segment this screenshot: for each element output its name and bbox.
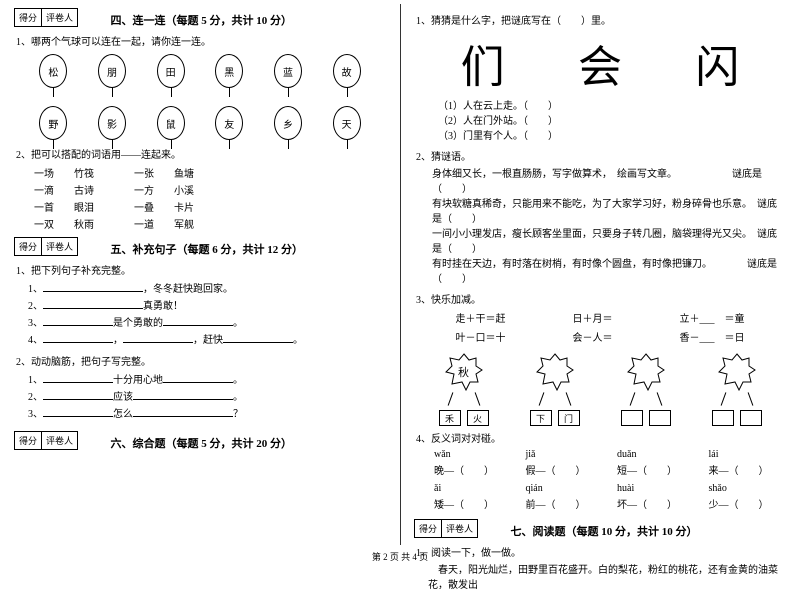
balloon: 乡 <box>274 106 302 140</box>
column-separator <box>400 4 401 545</box>
connector-lines <box>434 392 494 406</box>
balloon: 松 <box>39 54 67 88</box>
section-7-title: 七、阅读题（每题 10 分，共计 10 分） <box>511 519 698 539</box>
left-column: 得分 评卷人 四、连一连（每题 5 分，共计 10 分） 1、哪两个气球可以连在… <box>0 0 400 545</box>
connector-lines <box>616 392 676 406</box>
right-column: 1、猜猜是什么字，把谜底写在（ ）里。 们 会 闪 （1）人在云上走。（ ） （… <box>400 0 800 545</box>
riddle-options: （1）人在云上走。（ ） （2）人在门外站。（ ） （3）门里有个人。（ ） <box>438 99 786 144</box>
score-box: 得分 评卷人 <box>14 431 78 450</box>
flower-shape <box>626 352 666 392</box>
balloon: 故 <box>333 54 361 88</box>
connector-lines <box>525 392 585 406</box>
balloon: 天 <box>333 106 361 140</box>
math-row-1: 走＋干＝赶 日＋月＝ 立＋___ ＝童 <box>422 310 778 325</box>
flower-shape: 秋 <box>444 352 484 392</box>
math-row-2: 叶－口＝十 会－人＝ 香－___ ＝日 <box>422 329 778 344</box>
section-6-title: 六、综合题（每题 5 分，共计 20 分） <box>111 431 293 451</box>
fill-lines-2: 1、十分用心地。 2、应该。 3、怎么？ <box>28 372 386 423</box>
balloon: 田 <box>157 54 185 88</box>
q6-3: 3、快乐加减。 <box>416 291 786 306</box>
balloon: 影 <box>98 106 126 140</box>
q6-4: 4、反义词对对碰。 <box>416 430 786 445</box>
q4-1: 1、哪两个气球可以连在一起，请你连一连。 <box>16 33 386 48</box>
balloons-row-2: 野 影 鼠 友 乡 天 <box>24 106 376 140</box>
riddle-lines: 身体细又长，一根直肠肠，写字做算术， 绘画写文章。 谜底是（ ） 有块软糖真稀奇… <box>432 167 786 287</box>
score-label: 得分 <box>15 9 42 26</box>
fill-lines-1: 1、，冬冬赶快跑回家。 2、真勇敢！ 3、是个勇敢的。 4、，，赶快。 <box>28 281 386 349</box>
diagram-unit <box>601 352 691 426</box>
balloons-row-1: 松 朋 田 黑 蓝 故 <box>24 54 376 88</box>
antonym-pinyin-row: ǎi qián huài shǎo <box>434 483 786 494</box>
antonym-char-row: 晚—（ ） 假—（ ） 短—（ ） 来—（ ） <box>434 462 786 477</box>
section-4-header: 得分 评卷人 四、连一连（每题 5 分，共计 10 分） <box>14 8 386 29</box>
score-box: 得分 评卷人 <box>14 8 78 27</box>
q6-2: 2、猜谜语。 <box>416 148 786 163</box>
q5-2: 2、动动脑筋，把句子写完整。 <box>16 353 386 368</box>
antonym-char-row: 矮—（ ） 前—（ ） 坏—（ ） 少—（ ） <box>434 496 786 511</box>
diagram-unit: 秋 禾火 <box>419 352 509 426</box>
balloon: 黑 <box>215 54 243 88</box>
section-4-title: 四、连一连（每题 5 分，共计 10 分） <box>111 8 293 28</box>
section-5-header: 得分 评卷人 五、补充句子（每题 6 分，共计 12 分） <box>14 237 386 258</box>
q5-1: 1、把下列句子补充完整。 <box>16 262 386 277</box>
reading-passage: 春天，阳光灿烂，田野里百花盛开。白的梨花，粉红的桃花，还有金黄的油菜花，散发出 <box>428 563 786 593</box>
big-chars: 们 会 闪 <box>424 31 776 95</box>
balloon: 野 <box>39 106 67 140</box>
flower-shape <box>717 352 757 392</box>
grader-label: 评卷人 <box>42 9 77 26</box>
connector-lines <box>707 392 767 406</box>
diagram-row: 秋 禾火 下门 <box>418 352 782 426</box>
q4-2: 2、把可以搭配的词语用——连起来。 <box>16 146 386 161</box>
balloon: 鼠 <box>157 106 185 140</box>
flower-shape <box>535 352 575 392</box>
score-box: 得分 评卷人 <box>414 519 478 538</box>
diagram-unit: 下门 <box>510 352 600 426</box>
score-box: 得分 评卷人 <box>14 237 78 256</box>
section-7-header: 得分 评卷人 七、阅读题（每题 10 分，共计 10 分） <box>414 519 786 540</box>
antonym-pinyin-row: wǎn jiǎ duǎn lái <box>434 449 786 460</box>
balloon: 友 <box>215 106 243 140</box>
section-6-header: 得分 评卷人 六、综合题（每题 5 分，共计 20 分） <box>14 431 386 452</box>
pair-table: 一场竹筏一张鱼塘 一滴古诗一方小溪 一首眼泪一叠卡片 一双秋雨一道军舰 <box>34 165 386 231</box>
balloon: 蓝 <box>274 54 302 88</box>
diagram-unit <box>692 352 782 426</box>
page-footer: 第 2 页 共 4 页 <box>0 550 800 563</box>
q6-1: 1、猜猜是什么字，把谜底写在（ ）里。 <box>416 12 786 27</box>
section-5-title: 五、补充句子（每题 6 分，共计 12 分） <box>111 237 304 257</box>
balloon: 朋 <box>98 54 126 88</box>
